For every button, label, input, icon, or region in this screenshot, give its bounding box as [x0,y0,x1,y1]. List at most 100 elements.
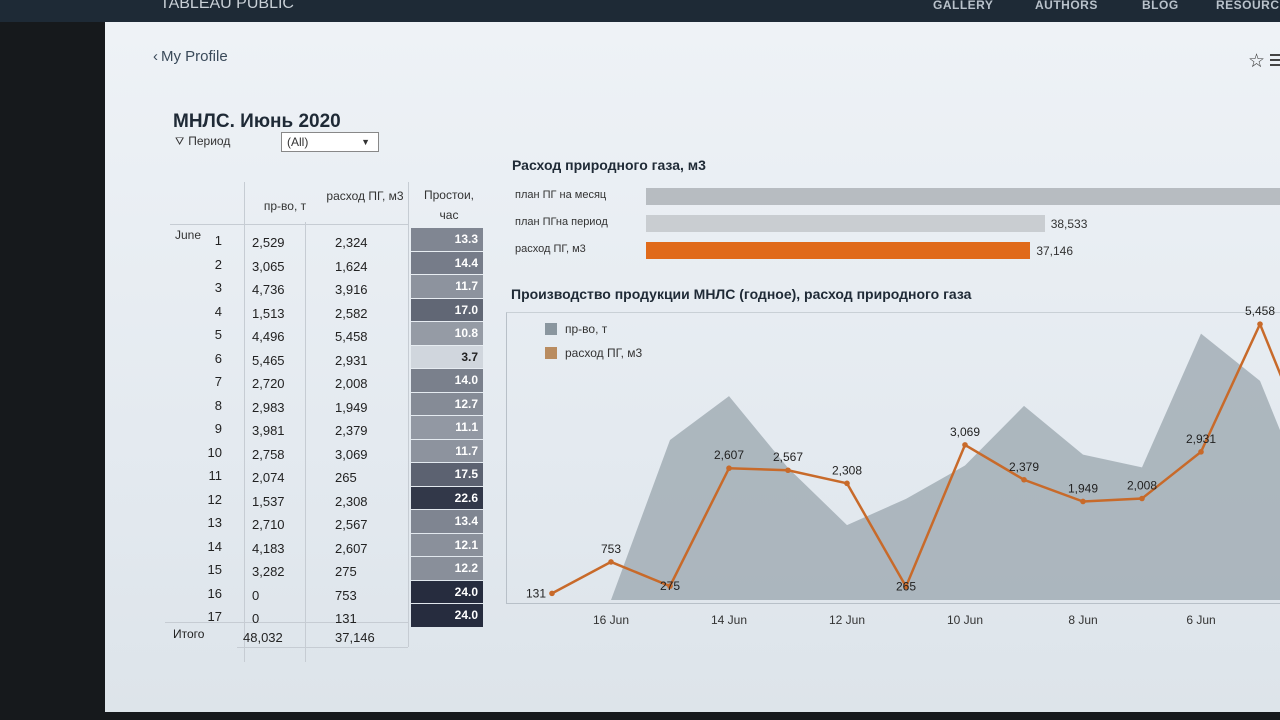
back-link[interactable]: ‹ My Profile [153,48,228,65]
downtime-cell: 3.7 [411,345,483,368]
cell-gas: 2,008 [335,376,368,391]
cell-prod: 3,981 [252,423,285,438]
legend-label-gas: расход ПГ, м3 [565,346,643,360]
col-header-downtime: Простои, час [423,188,475,222]
row-day: 17 [207,609,222,624]
downtime-cell: 17.0 [411,298,483,321]
gas-bar[interactable] [646,188,1280,205]
chevron-left-icon: ‹ [153,48,158,65]
downtime-cell: 24.0 [411,604,483,627]
row-day: 9 [214,421,222,436]
cell-gas: 2,308 [335,493,368,509]
cell-prod: 5,465 [252,352,285,368]
legend-gas[interactable]: расход ПГ, м3 [545,346,642,360]
col-header-prod: пр-во, т [263,199,307,213]
filter-icon: ⛛ [175,136,185,148]
row-day: 8 [214,397,222,413]
downtime-cell: 17.5 [411,463,483,486]
cell-gas: 2,582 [335,305,368,321]
col-header-gas: расход ПГ, м3 [326,189,404,203]
row-day: 2 [214,256,222,272]
cell-gas: 2,931 [335,352,368,368]
cell-gas: 1,949 [335,399,368,415]
row-day: 12 [207,491,222,507]
gas-bar-label: план ПГна период [515,216,608,228]
line-chart-frame [506,312,1280,604]
cell-prod: 2,758 [252,446,285,462]
cell-prod: 2,983 [252,399,285,415]
gas-bar[interactable] [646,215,1045,232]
total-prod: 48,032 [243,630,283,645]
downtime-cell: 11.1 [411,416,483,439]
cell-prod: 4,496 [252,329,285,344]
nav-gallery[interactable]: GALLERY [933,0,994,12]
cell-gas: 3,916 [335,282,368,297]
legend-swatch-prod [545,323,557,335]
cell-prod: 3,065 [252,258,285,274]
row-day: 16 [207,585,222,601]
downtime-column: 13.3 14.4 11.7 17.0 10.8 3.7 14.0 12.7 11.1 11.7 1… [411,228,483,628]
cell-prod: 1,537 [252,493,285,509]
gas-bar-label: план ПГ на месяц [515,189,607,201]
row-day: 14 [207,538,222,554]
period-select[interactable]: (All) ▼ [281,132,379,152]
cell-prod: 2,074 [252,470,285,485]
dashboard-area: ‹ My Profile ☆ МНЛС. Июнь 2020 ⛛ Период (A… [105,22,1280,712]
cell-gas: 1,624 [335,258,368,274]
cell-prod: 2,720 [252,376,285,391]
downtime-cell: 24.0 [411,580,483,603]
cell-gas: 2,607 [335,540,368,556]
back-label: My Profile [161,48,228,65]
row-day: 10 [207,444,222,460]
downtime-cell: 13.4 [411,510,483,533]
row-day: 5 [214,327,222,342]
gas-bar[interactable] [646,242,1031,259]
period-select-value: (All) [287,135,309,149]
nav-resources[interactable]: RESOURCES [1216,0,1280,12]
cell-gas: 2,379 [335,423,368,438]
downtime-cell: 22.6 [411,486,483,509]
filter-label-text: Период [188,134,231,148]
legend-label-prod: пр-во, т [565,322,608,336]
downtime-cell: 12.2 [411,557,483,580]
x-tick-label: 16 Jun [593,613,629,627]
top-nav: TABLEAU PUBLIC GALLERY AUTHORS BLOG RESO… [0,0,1280,22]
row-day: 7 [214,374,222,389]
data-table: пр-во, т расход ПГ, м3 June 1 2,529 2,324 2… [165,182,465,662]
cell-prod: 0 [252,611,260,626]
cell-gas: 3,069 [335,446,368,462]
cell-prod: 1,513 [252,305,285,321]
row-day: 15 [207,562,222,577]
nav-blog[interactable]: BLOG [1142,0,1179,12]
brand-logo[interactable]: TABLEAU PUBLIC [160,0,294,12]
filter-label: ⛛ Период [175,134,230,149]
cell-prod: 2,529 [252,235,285,250]
downtime-cell: 11.7 [411,439,483,462]
gas-chart-title: Расход природного газа, м3 [512,157,706,173]
menu-icon[interactable] [1270,54,1280,66]
page-title: МНЛС. Июнь 2020 [173,111,341,132]
star-icon[interactable]: ☆ [1248,51,1266,72]
row-day: 3 [214,280,222,295]
cell-gas: 275 [335,564,357,579]
cell-gas: 131 [335,611,357,626]
legend-prod[interactable]: пр-во, т [545,322,607,336]
gas-bar-label: расход ПГ, м3 [515,243,586,255]
x-tick-label: 8 Jun [1068,613,1097,627]
row-day: 1 [214,233,222,248]
row-day: 6 [214,350,222,366]
cell-gas: 265 [335,470,357,485]
nav-authors[interactable]: AUTHORS [1035,0,1098,12]
downtime-cell: 12.1 [411,533,483,556]
cell-gas: 753 [335,587,357,603]
row-day: 13 [207,515,222,530]
cell-prod: 4,736 [252,282,285,297]
cell-prod: 0 [252,587,260,603]
downtime-cell: 12.7 [411,392,483,415]
gas-bar-value: 38,533 [1050,217,1088,231]
downtime-cell: 13.3 [411,228,483,251]
legend-swatch-gas [545,347,557,359]
cell-prod: 4,183 [252,540,285,556]
row-day: 11 [208,468,223,483]
gas-bar-value: 37,146 [1036,244,1074,258]
